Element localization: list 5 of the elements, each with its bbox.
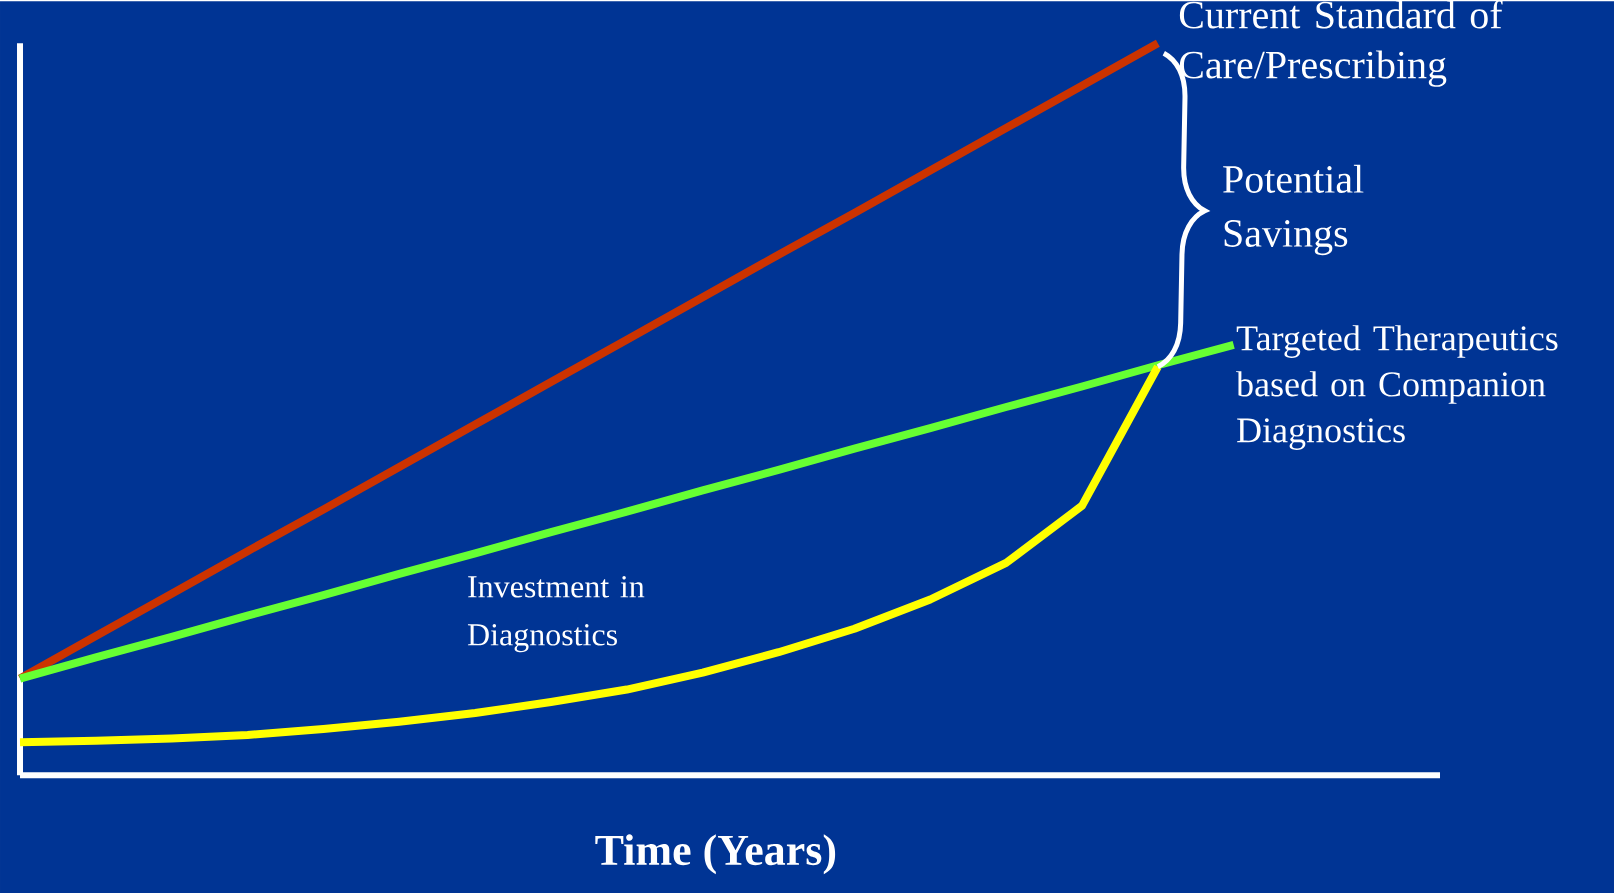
x-axis-title: Time (Years) [595, 834, 836, 875]
series-label: Targeted Therapeutics based on Companion Diagnostics [1236, 325, 1558, 450]
annotation: Investment in Diagnostics [467, 576, 645, 653]
series-label: Current Standard of Care/Prescribing [1179, 0, 1503, 87]
annotation: Potential Savings [1223, 164, 1364, 256]
